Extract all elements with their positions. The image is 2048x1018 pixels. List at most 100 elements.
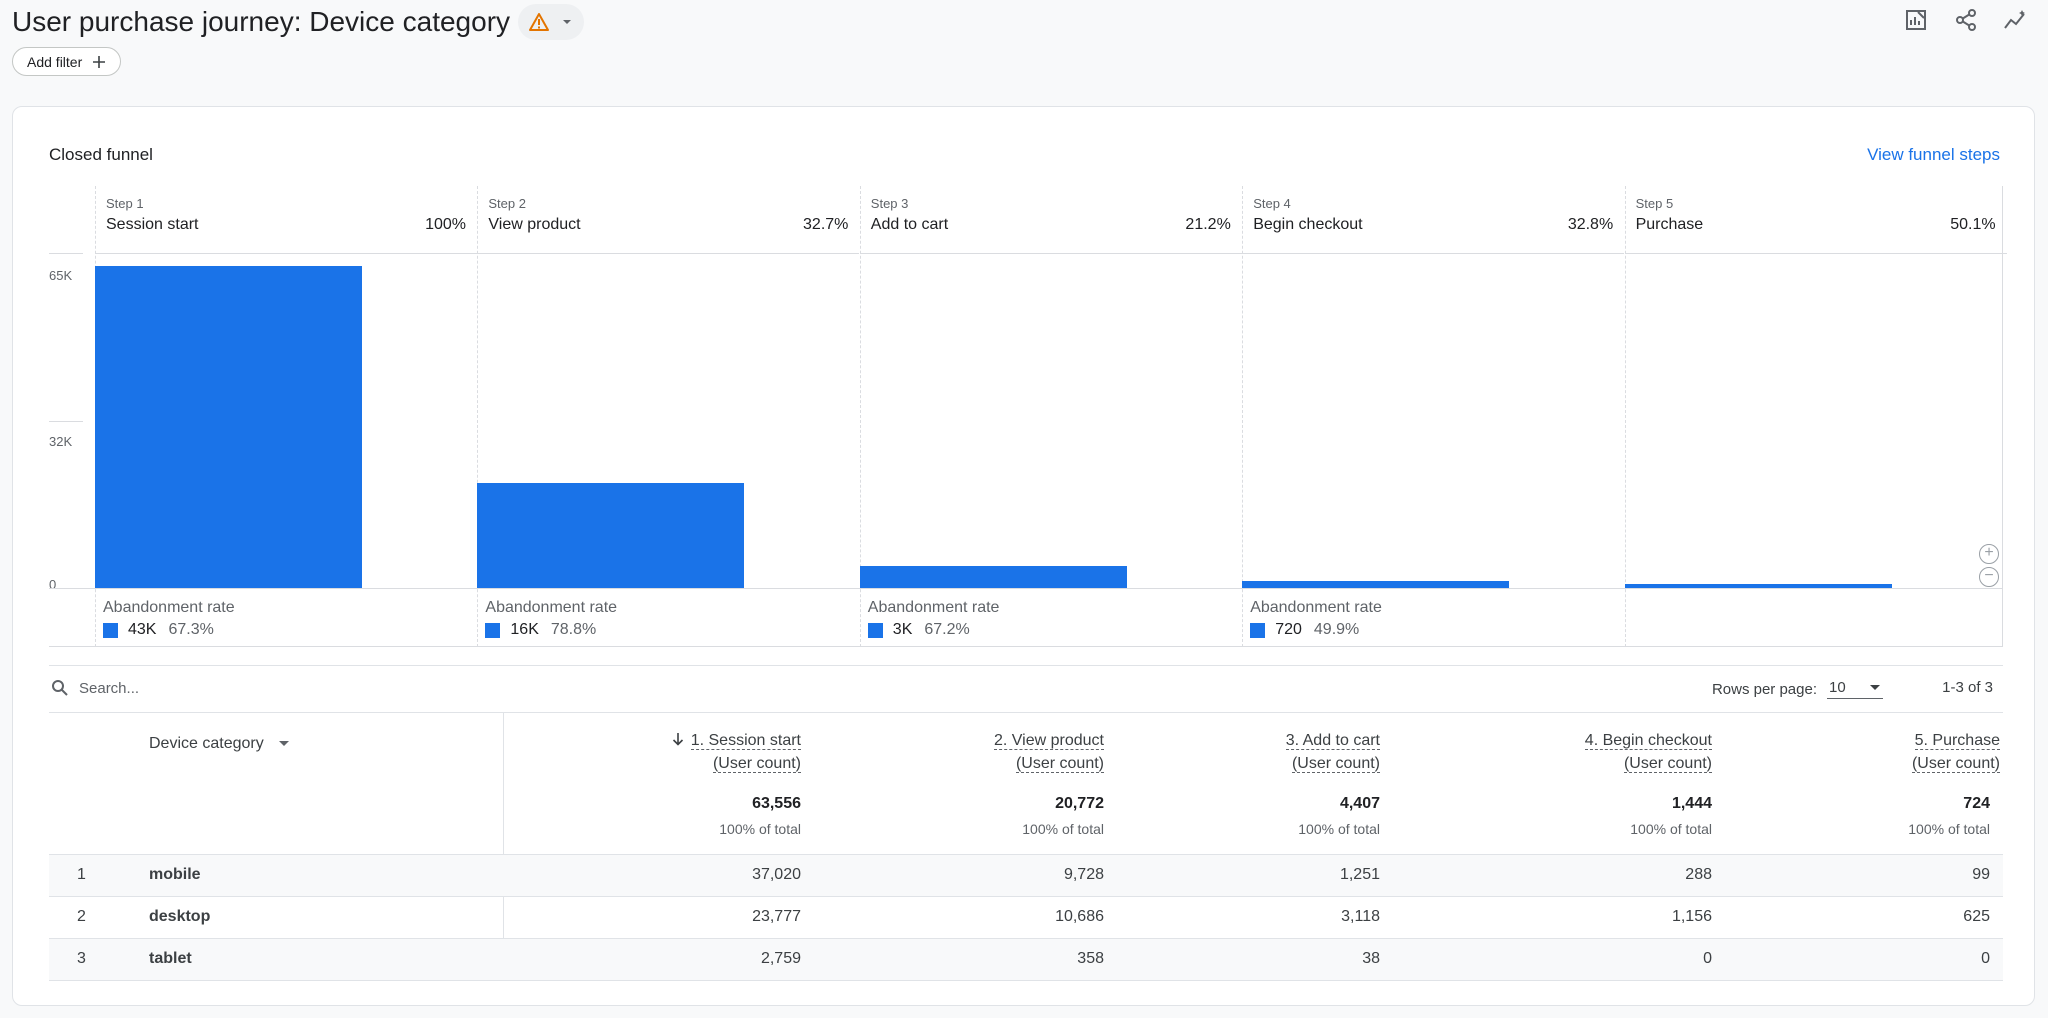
metric-header-name: 4. Begin checkout [1584,732,1712,750]
insights-icon[interactable] [2002,6,2030,34]
dimension-header[interactable]: Device category [149,735,290,753]
metric-column-header[interactable]: 4. Begin checkout (User count) 1,444 100% o… [1584,729,1712,837]
search-box[interactable]: Search... [51,679,139,697]
device-category-cell: mobile [149,866,201,883]
dimension-header-label: Device category [149,735,264,752]
zoom-in-icon[interactable]: + [1979,544,1999,564]
metric-header-name: 1. Session start [690,732,801,750]
metric-cell: 9,728 [1063,866,1104,883]
device-category-cell: desktop [149,908,211,925]
metric-cell: 0 [1703,950,1712,967]
funnel-bar[interactable] [95,266,362,588]
funnel-step: Step 4 Begin checkout 32.8% Abandonment rat… [1242,186,1625,647]
abandonment-percent: 49.9% [1313,621,1360,638]
chevron-down-icon [563,20,572,24]
chevron-down-icon [1870,684,1880,690]
table-row[interactable]: 3 tablet 2,759 358 38 0 0 [49,939,2003,981]
metric-header-unit: (User count) [1623,755,1712,773]
legend-swatch [103,622,118,638]
funnel-step: Step 2 View product 32.7% Abandonment rate 1… [477,186,860,647]
metric-cell: 3,118 [1341,908,1380,925]
metric-cell: 38 [1362,950,1380,967]
step-number: Step 3 [870,196,909,211]
rows-per-page: Rows per page: 10 [1712,679,1883,699]
legend-swatch [485,622,501,638]
abandonment-rate: Abandonment rate 43K 67.3% [95,589,477,647]
metric-header-unit: (User count) [1911,755,2000,773]
step-name: Begin checkout [1253,216,1363,233]
warning-icon [529,13,550,31]
step-divider [859,186,861,647]
metric-cell: 1,156 [1671,908,1712,925]
edit-report-icon[interactable] [1902,6,1930,34]
metric-cell: 358 [1077,950,1104,967]
metric-cell: 1,251 [1339,866,1380,883]
funnel-bar[interactable] [1242,580,1510,588]
metric-cell: 99 [1972,866,1990,883]
search-input[interactable]: Search... [79,679,140,697]
metric-header-line: 3. Add to cart [1285,729,1380,752]
abandonment-label: Abandonment rate [867,599,1000,616]
step-number: Step 2 [488,196,526,211]
step-header: Step 3 Add to cart 21.2% [859,186,1242,254]
funnel-step: Step 5 Purchase 50.1% [1624,186,2007,647]
metric-header-line: 2. View product [994,729,1104,752]
metric-header-name: 5. Purchase [1914,732,2000,750]
abandonment-count: 720 [1275,621,1302,638]
metric-total: 63,556 [752,795,801,812]
abandonment-percent: 67.2% [924,621,970,638]
top-actions [1902,6,2030,34]
metric-cell: 37,020 [752,866,801,883]
step-completion-rate: 32.8% [1567,216,1614,233]
step-completion-rate: 50.1% [1950,216,1996,233]
y-tick-label: 65K [49,268,73,283]
step-name: Session start [106,216,199,233]
step-name: Add to cart [870,216,949,233]
table-toolbar: Search... Rows per page: 10 1-3 of 3 [49,665,2003,713]
zoom-out-icon[interactable]: − [1979,567,1999,587]
metric-header-name: 3. Add to cart [1285,732,1380,750]
funnel-bar[interactable] [1624,584,1892,588]
step-name: View product [488,216,581,233]
sort-arrow-down-icon [672,733,683,746]
row-number: 1 [77,866,86,883]
funnel-card: Closed funnel View funnel steps 65K 32K … [12,106,2035,1006]
rows-per-page-select[interactable]: 10 [1827,679,1883,699]
metric-cell: 288 [1685,866,1712,883]
row-number: 2 [77,908,86,925]
add-filter-button[interactable]: Add filter [12,47,122,76]
abandonment-label: Abandonment rate [485,599,618,616]
page-title: User purchase journey: Device category [12,6,511,37]
metric-cell: 23,777 [752,908,801,925]
step-header: Step 2 View product 32.7% [477,186,860,254]
funnel-bar[interactable] [477,482,745,588]
metric-total-percent: 100% of total [719,821,801,837]
abandonment-label: Abandonment rate [103,599,235,616]
abandonment-count: 43K [128,621,157,638]
metric-column-header[interactable]: 3. Add to cart (User count) 4,407 100% of t… [1285,729,1380,837]
step-divider [1242,186,1244,647]
step-header: Step 5 Purchase 50.1% [1624,186,2007,254]
metric-column-header[interactable]: 5. Purchase (User count) 724 100% of total [1908,729,2000,837]
metric-header-line: (User count) [1585,752,1712,775]
table-row[interactable]: 2 desktop 23,777 10,686 3,118 1,156 625 [49,897,2003,939]
chevron-down-icon [278,741,289,746]
share-icon[interactable] [1952,6,1980,34]
table-row[interactable]: 1 mobile 37,020 9,728 1,251 288 99 [49,855,2003,897]
abandonment-count: 16K [510,621,539,638]
view-funnel-steps-link[interactable]: View funnel steps [1867,145,2000,164]
metric-column-header[interactable]: 1. Session start (User count) 63,556 100% o… [671,729,801,837]
funnel-bar[interactable] [859,565,1127,588]
y-tick-label: 0 [49,577,57,592]
step-completion-rate: 21.2% [1185,216,1231,233]
metric-cell: 625 [1963,908,1990,925]
step-number: Step 1 [106,196,144,211]
y-tick-label: 32K [49,434,73,449]
metric-header-line: 5. Purchase [1908,729,2000,752]
legend-swatch [867,622,883,638]
title-options-chip[interactable] [518,4,585,40]
metric-column-header[interactable]: 2. View product (User count) 20,772 100% of… [994,729,1104,837]
metric-cell: 2,759 [760,950,801,967]
data-table: Device category 1. Session start (User co… [49,713,2003,981]
step-name: Purchase [1635,216,1704,233]
